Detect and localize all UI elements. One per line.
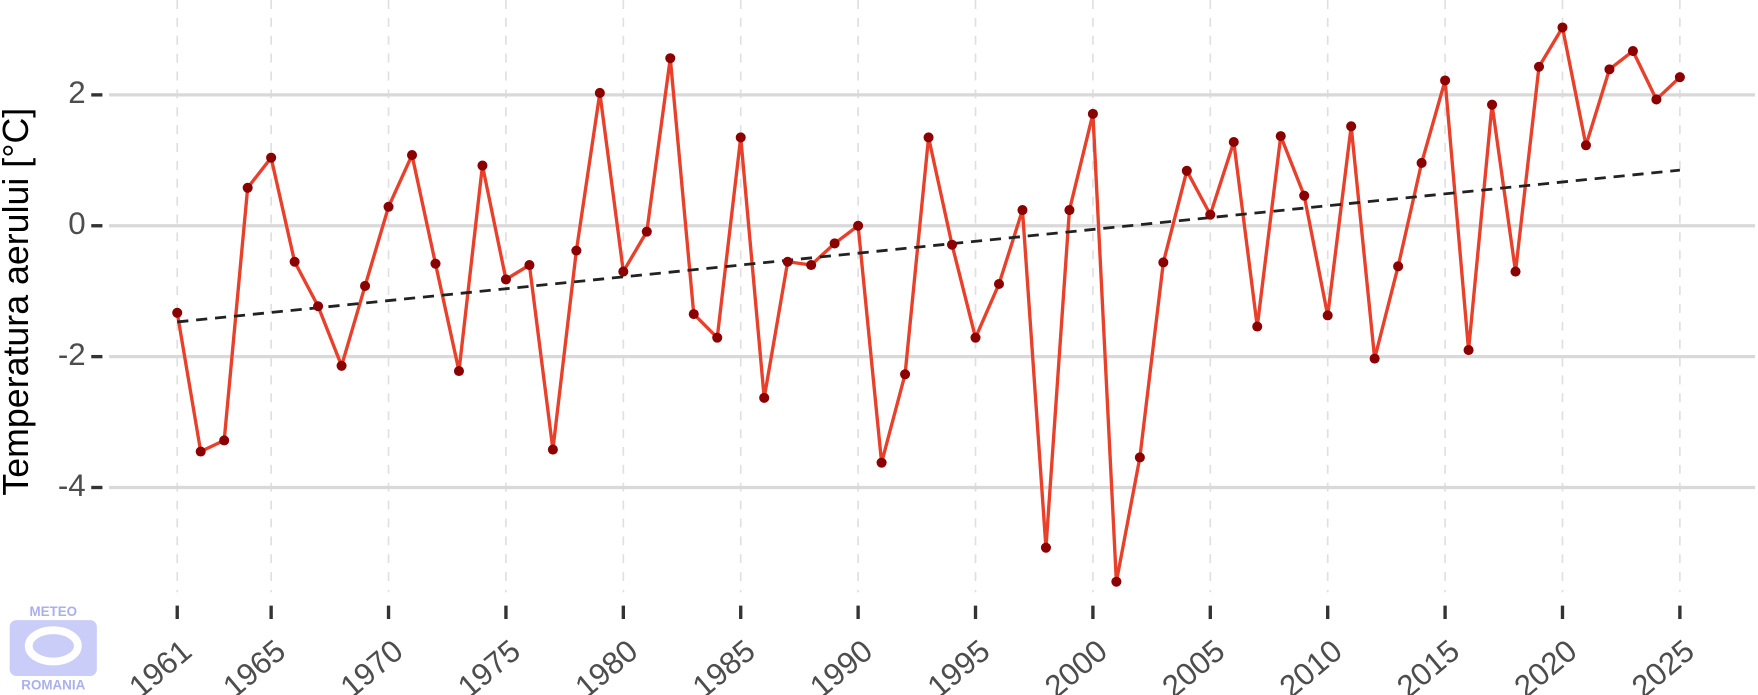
logo-ring bbox=[24, 626, 82, 666]
data-point bbox=[547, 444, 558, 455]
data-point bbox=[195, 446, 206, 457]
x-tick-label: 1965 bbox=[216, 633, 292, 695]
x-tick-label: 2005 bbox=[1156, 633, 1232, 695]
data-point bbox=[1040, 542, 1051, 553]
data-point bbox=[806, 259, 817, 271]
logo: METEO ROMANIA bbox=[9, 604, 97, 693]
x-tick-label: 2015 bbox=[1390, 633, 1466, 695]
data-point bbox=[1416, 157, 1427, 168]
data-point bbox=[1252, 321, 1263, 332]
data-point bbox=[782, 256, 793, 267]
data-point bbox=[1369, 353, 1380, 364]
data-point bbox=[1205, 209, 1216, 220]
data-point bbox=[1440, 75, 1451, 86]
y-tick-label: -4 bbox=[58, 468, 86, 503]
data-point bbox=[712, 332, 723, 343]
data-point bbox=[383, 201, 394, 212]
data-point bbox=[970, 332, 981, 343]
data-point bbox=[172, 307, 183, 318]
data-point bbox=[947, 239, 958, 250]
data-point bbox=[1228, 136, 1239, 148]
data-point bbox=[1299, 190, 1310, 201]
x-tick-label: 1970 bbox=[334, 633, 410, 695]
data-point bbox=[1017, 205, 1028, 216]
data-point bbox=[313, 301, 324, 312]
data-point bbox=[641, 226, 652, 237]
data-point bbox=[336, 360, 347, 371]
data-point bbox=[1510, 266, 1521, 277]
data-point bbox=[876, 457, 887, 468]
data-point bbox=[688, 309, 699, 320]
x-tick-label: 2010 bbox=[1273, 633, 1349, 695]
logo-text: ROMANIA bbox=[21, 678, 85, 693]
x-tick-label: 1995 bbox=[921, 633, 997, 695]
y-tick-label: 0 bbox=[68, 206, 85, 241]
data-point bbox=[829, 238, 840, 249]
data-point bbox=[1557, 22, 1568, 33]
data-point bbox=[759, 392, 770, 403]
data-point bbox=[571, 245, 582, 256]
trend-line bbox=[177, 168, 1681, 324]
data-point bbox=[900, 369, 911, 380]
data-point bbox=[735, 132, 746, 143]
data-point bbox=[1158, 257, 1169, 268]
data-point bbox=[1604, 64, 1615, 75]
data-line bbox=[175, 25, 1682, 584]
data-point bbox=[923, 132, 934, 143]
data-point bbox=[1181, 165, 1192, 176]
x-tick-label: 1985 bbox=[686, 633, 762, 695]
data-point bbox=[1134, 452, 1145, 463]
data-point bbox=[1322, 310, 1333, 321]
logo-text: METEO bbox=[29, 604, 77, 619]
x-tick-label: 2020 bbox=[1508, 633, 1584, 695]
data-point bbox=[853, 220, 864, 231]
data-point bbox=[266, 152, 277, 163]
data-point bbox=[618, 266, 629, 277]
data-point bbox=[665, 53, 676, 64]
data-point bbox=[1487, 99, 1498, 110]
data-point bbox=[524, 259, 535, 271]
data-point bbox=[360, 280, 371, 291]
data-point bbox=[1346, 121, 1357, 132]
x-tick-label: 1980 bbox=[569, 633, 645, 695]
y-tick-label: -2 bbox=[58, 337, 86, 372]
y-tick-label: 2 bbox=[68, 75, 85, 110]
data-point bbox=[477, 160, 488, 171]
data-point bbox=[1393, 261, 1404, 272]
x-tick-label: 1961 bbox=[122, 633, 198, 695]
x-tick-label: 2025 bbox=[1625, 633, 1701, 695]
x-tick-label: 1975 bbox=[451, 633, 527, 695]
data-point bbox=[1580, 140, 1591, 151]
data-point bbox=[1627, 46, 1638, 57]
data-point bbox=[1463, 345, 1474, 356]
y-axis-label: Temperatura aerului [°C] bbox=[0, 108, 36, 496]
data-point bbox=[453, 365, 465, 377]
data-point bbox=[406, 150, 418, 161]
data-point bbox=[1651, 94, 1662, 105]
data-point bbox=[430, 258, 441, 269]
x-tick-label: 1990 bbox=[803, 633, 879, 695]
data-point bbox=[1533, 61, 1545, 72]
data-point bbox=[1674, 72, 1685, 83]
data-point bbox=[1087, 108, 1098, 119]
data-point bbox=[1064, 205, 1075, 216]
data-point bbox=[594, 87, 605, 98]
data-point bbox=[289, 256, 300, 267]
data-point bbox=[219, 435, 230, 446]
data-point bbox=[242, 182, 253, 193]
x-tick-label: 2000 bbox=[1038, 633, 1114, 695]
data-point bbox=[993, 278, 1005, 290]
data-point bbox=[1275, 131, 1286, 142]
data-point bbox=[1111, 576, 1122, 587]
data-point bbox=[500, 274, 511, 285]
